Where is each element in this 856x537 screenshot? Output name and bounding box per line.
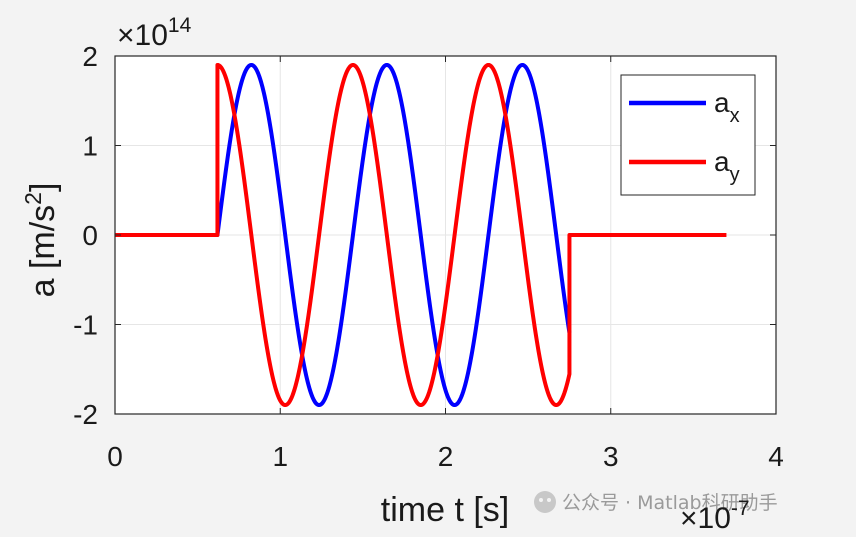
- tick-marks: [114, 55, 777, 415]
- x-tick-label: 3: [603, 441, 619, 472]
- legend-label-ax: ax: [714, 87, 740, 127]
- x-tick-label: 0: [107, 441, 123, 472]
- x-tick-labels: 0 1 2 3 4: [107, 441, 784, 472]
- x-tick-label: 2: [438, 441, 454, 472]
- legend: ax ay: [620, 74, 756, 196]
- x-tick-label: 1: [272, 441, 288, 472]
- y-tick-labels: -2 -1 0 1 2: [73, 41, 98, 430]
- y-tick-label: 2: [82, 41, 98, 72]
- y-tick-label: 1: [82, 131, 98, 162]
- x-exponent-label: ×10-7: [680, 497, 750, 535]
- watermark: 公众号 · Matlab科研助手: [534, 491, 778, 514]
- x-tick-label: 4: [768, 441, 784, 472]
- x-axis-label: time t [s]: [381, 491, 509, 529]
- y-tick-label: 0: [82, 220, 98, 251]
- watermark-wechat-icon: [534, 491, 556, 513]
- y-axis-label: a [m/s2]: [20, 183, 62, 298]
- series-group: [115, 62, 727, 408]
- y-tick-label: -1: [73, 310, 98, 341]
- series-line-ay: [115, 62, 727, 408]
- y-exponent-label: ×1014: [117, 14, 192, 52]
- watermark-text: 公众号 · Matlab科研助手: [562, 492, 778, 514]
- legend-label-ay: ay: [714, 146, 740, 186]
- series-line-ax: [115, 62, 572, 408]
- y-tick-label: -2: [73, 399, 98, 430]
